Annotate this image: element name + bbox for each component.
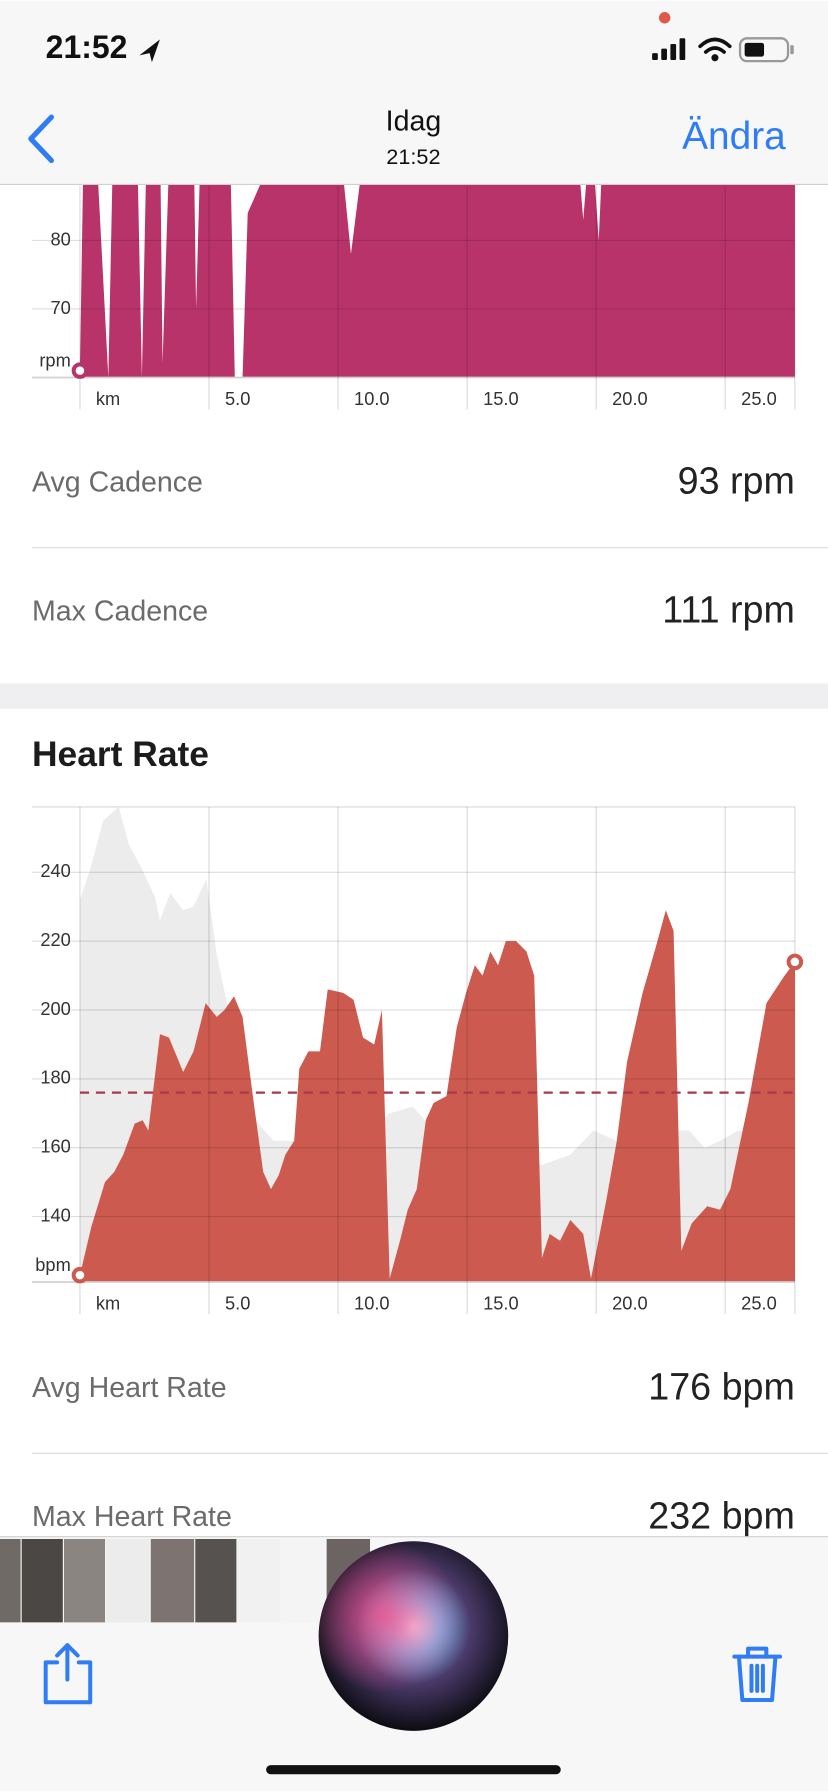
siri-orb-glow <box>318 1541 509 1731</box>
stat-value: 93 rpm <box>678 460 795 502</box>
y-tick-label: 200 <box>40 998 70 1019</box>
x-tick-label: 5.0 <box>225 1293 250 1314</box>
y-tick-label: 160 <box>40 1136 70 1157</box>
x-tick-label: km <box>96 1293 120 1314</box>
x-tick-label: km <box>96 388 120 409</box>
x-tick-label: 10.0 <box>354 388 390 409</box>
y-tick-label: 180 <box>40 1067 70 1088</box>
area <box>79 910 795 1283</box>
x-tick-label: 20.0 <box>612 1293 648 1314</box>
x-tick-label: 15.0 <box>483 388 519 409</box>
endpoint-marker <box>71 1266 89 1284</box>
x-tick-label: 15.0 <box>483 1293 519 1314</box>
thumbnail-strip <box>0 1538 371 1623</box>
back-button[interactable] <box>28 114 54 164</box>
y-tick-label: bpm <box>35 1254 71 1275</box>
edit-button[interactable]: Ändra <box>682 115 786 158</box>
home-indicator <box>266 1765 561 1775</box>
stat-value: 176 bpm <box>648 1365 795 1407</box>
stat-label: Avg Heart Rate <box>32 1372 227 1404</box>
x-tick-label: 25.0 <box>741 1293 777 1314</box>
x-tick-label: 5.0 <box>225 388 250 409</box>
y-tick-label: 240 <box>40 860 70 881</box>
y-tick-label: 140 <box>40 1204 70 1225</box>
x-tick-label: 25.0 <box>741 388 777 409</box>
stat-value: 232 bpm <box>648 1494 795 1536</box>
delete-button[interactable] <box>732 1646 783 1703</box>
nav-subtitle: 21:52 <box>386 144 440 169</box>
charts: rpm 70 80 km 5.0 10.0 15.0 20.0 25.0 bpm 140 160 180… <box>31 123 804 1314</box>
endpoint-marker <box>71 362 89 379</box>
recording-dot <box>658 12 671 24</box>
y-tick-label: 70 <box>50 297 70 318</box>
battery-icon <box>738 37 790 63</box>
x-tick-label: 10.0 <box>354 1293 390 1314</box>
navigation-bar <box>0 0 828 185</box>
status-time: 21:52 <box>46 29 128 65</box>
signal-icon <box>652 38 686 61</box>
endpoint-marker <box>786 953 804 971</box>
stat-value: 111 rpm <box>662 589 795 631</box>
share-button[interactable] <box>43 1643 93 1705</box>
area <box>79 123 795 378</box>
stat-label: Max Cadence <box>32 595 208 627</box>
section-gap <box>0 683 828 709</box>
y-tick-label: rpm <box>39 349 70 370</box>
x-tick-label: 20.0 <box>612 388 648 409</box>
wifi-icon <box>698 37 732 62</box>
y-tick-label: 220 <box>40 929 70 950</box>
battery-cap <box>790 45 794 55</box>
battery-level <box>744 42 765 57</box>
location-icon <box>139 39 160 63</box>
stat-label: Max Heart Rate <box>32 1501 232 1533</box>
y-tick-label: 80 <box>50 228 70 249</box>
stat-label: Avg Cadence <box>32 466 203 498</box>
nav-title: Idag <box>386 105 442 137</box>
section-title: Heart Rate <box>32 734 209 774</box>
